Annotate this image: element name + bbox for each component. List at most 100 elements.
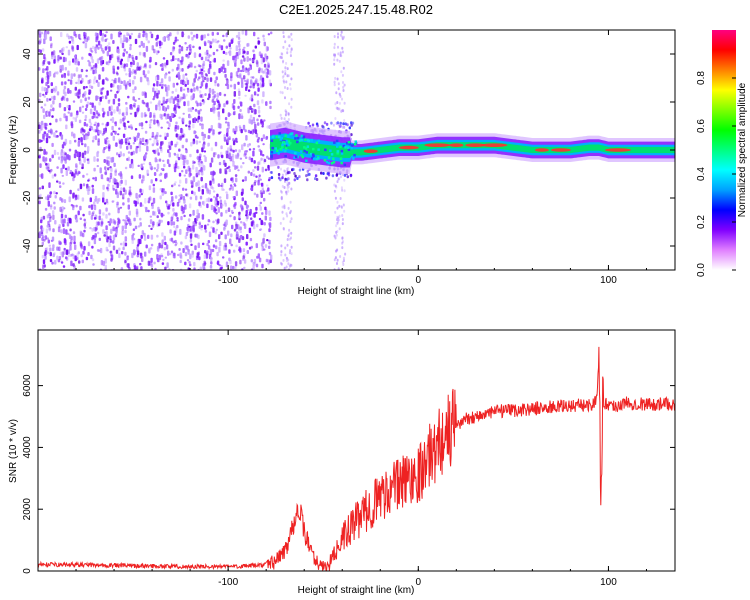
heatmap-cell — [181, 170, 184, 173]
heatmap-cell — [134, 38, 138, 45]
heatmap-cell — [93, 156, 96, 162]
heatmap-cell — [339, 94, 342, 98]
y-tick-label: 40 — [22, 48, 33, 60]
heatmap-cell — [249, 85, 252, 89]
heatmap-cell — [129, 163, 132, 169]
heatmap-cell — [92, 136, 95, 140]
heatmap-cell — [77, 74, 81, 79]
heatmap-cell — [197, 78, 200, 81]
heatmap-cell — [290, 62, 293, 66]
heatmap-cell — [63, 72, 66, 78]
heatmap-cell — [233, 91, 236, 97]
heatmap-cell — [82, 250, 85, 255]
y-tick-label: 4000 — [22, 436, 33, 459]
heatmap-cell — [62, 89, 66, 95]
heatmap-cell — [174, 243, 177, 247]
heatmap-cell — [51, 261, 54, 265]
heatmap-cell — [180, 86, 183, 92]
heatmap-cell — [110, 33, 113, 40]
heatmap-cell — [224, 67, 227, 73]
heatmap-cell — [211, 186, 215, 190]
heatmap-cell — [156, 159, 159, 163]
heatmap-cell — [117, 77, 121, 83]
heatmap-cell — [256, 193, 259, 198]
heatmap-cell — [65, 229, 68, 235]
heatmap-cell — [184, 147, 188, 151]
heatmap-cell — [260, 119, 263, 124]
heatmap-cell — [95, 125, 99, 130]
heatmap-cell — [88, 128, 92, 132]
heatmap-cell — [171, 90, 174, 94]
heatmap-cell — [269, 105, 272, 110]
heatmap-cell — [238, 90, 241, 97]
heatmap-cell — [116, 182, 119, 189]
heatmap-cell — [127, 197, 130, 203]
heatmap-cell — [57, 55, 60, 61]
heatmap-cell — [217, 100, 220, 104]
heatmap-cell — [118, 252, 121, 259]
heatmap-cell — [230, 148, 233, 152]
heatmap-cell — [241, 30, 244, 35]
heatmap-cell — [235, 223, 238, 230]
heatmap-cell — [123, 48, 126, 52]
heatmap-cell — [131, 252, 134, 259]
heatmap-cell — [102, 113, 105, 118]
heatmap-cell — [101, 122, 104, 126]
heatmap-cell — [177, 134, 180, 140]
heatmap-cell — [215, 76, 218, 81]
heatmap-cell — [317, 157, 320, 160]
heatmap-cell — [94, 46, 97, 52]
heatmap-cell — [84, 114, 88, 119]
heatmap-cell — [200, 228, 203, 231]
heatmap-cell — [151, 143, 155, 147]
heatmap-cell — [51, 174, 55, 179]
heatmap-cell — [48, 136, 51, 139]
heatmap-cell — [341, 214, 344, 217]
heatmap-cell — [244, 156, 248, 159]
heatmap-cell — [42, 133, 45, 139]
heatmap-cell — [241, 207, 245, 210]
heatmap-cell — [127, 95, 130, 99]
heatmap-cell — [79, 183, 83, 190]
heatmap-cell — [336, 121, 340, 125]
heatmap-cell — [288, 181, 291, 185]
heatmap-cell — [109, 218, 112, 224]
heatmap-cell — [171, 196, 174, 202]
heatmap-cell — [226, 60, 230, 66]
heatmap-cell — [191, 250, 194, 255]
heatmap-cell — [134, 86, 137, 90]
heatmap-cell — [230, 209, 234, 213]
heatmap-peak — [363, 149, 378, 153]
heatmap-cell — [207, 53, 210, 59]
heatmap-cell — [235, 244, 238, 248]
heatmap-cell — [156, 215, 159, 219]
heatmap-cell — [232, 149, 235, 153]
heatmap-cell — [43, 131, 47, 135]
heatmap-cell — [145, 102, 148, 107]
heatmap-cell — [294, 137, 297, 140]
heatmap-cell — [257, 105, 261, 110]
heatmap-cell — [146, 173, 150, 176]
heatmap-cell — [339, 197, 342, 200]
heatmap-cell — [350, 121, 353, 125]
heatmap-cell — [57, 156, 61, 160]
y-tick-label: 2000 — [22, 498, 33, 521]
heatmap-cell — [83, 218, 86, 222]
heatmap-cell — [264, 206, 267, 211]
heatmap-cell — [337, 32, 339, 36]
heatmap-cell — [211, 38, 215, 43]
heatmap-cell — [159, 134, 162, 138]
heatmap-cell — [340, 152, 344, 155]
heatmap-cell — [172, 208, 175, 212]
heatmap-cell — [212, 129, 215, 135]
heatmap-cell — [236, 152, 240, 157]
heatmap-cell — [240, 77, 244, 84]
heatmap-cell — [145, 244, 148, 249]
heatmap-cell — [149, 119, 152, 124]
heatmap-cell — [242, 221, 246, 226]
heatmap-cell — [185, 94, 188, 97]
heatmap-cell — [348, 126, 351, 130]
heatmap-cell — [179, 197, 183, 200]
